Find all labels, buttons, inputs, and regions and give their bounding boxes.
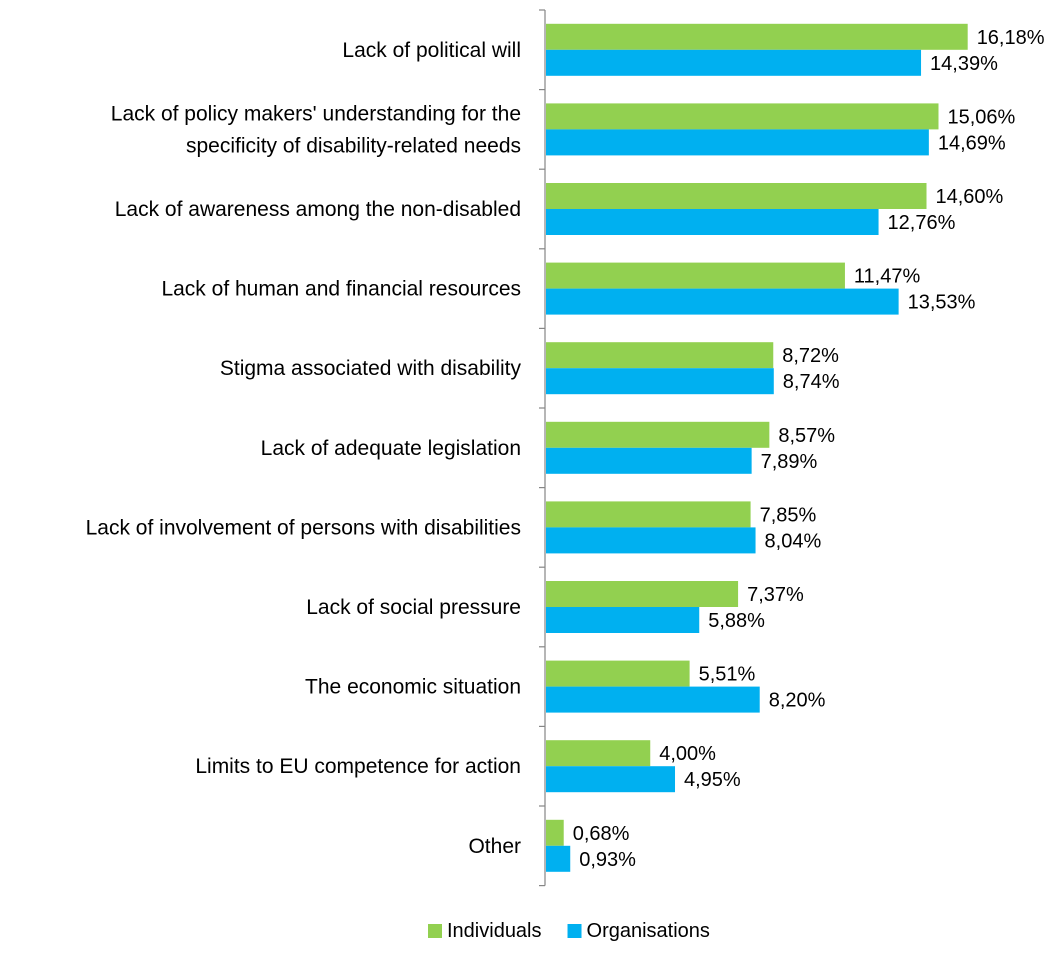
data-label: 12,76% (888, 212, 956, 234)
category-label: Lack of awareness among the non-disabled (115, 198, 521, 221)
category-labels: Lack of political will Lack of policy mak… (86, 39, 522, 858)
data-label: 5,51% (699, 664, 756, 686)
category-label: Lack of adequate legislation (261, 437, 521, 460)
data-label: 11,47% (854, 266, 921, 288)
data-label: 7,85% (760, 504, 817, 526)
bar-individuals (546, 581, 739, 607)
data-label: 8,20% (769, 690, 826, 712)
bar-individuals (546, 262, 845, 289)
bar-individuals (546, 103, 939, 130)
category-label: Lack of involvement of persons with disa… (86, 516, 521, 539)
data-label: 14,39% (930, 53, 998, 75)
data-label: 8,57% (778, 425, 835, 447)
legend: Individuals Organisations (428, 920, 710, 942)
data-label: 14,69% (938, 132, 1006, 154)
bars: 16,18% 14,39% 15,06% 14,69% 14,60% 12,76% 11,4… (546, 23, 1045, 872)
data-label: 14,60% (936, 186, 1004, 208)
bar-individuals (546, 819, 564, 846)
data-label: 4,00% (659, 743, 716, 765)
data-label: 15,06% (948, 106, 1016, 128)
bar-organisations (546, 288, 899, 315)
bar-organisations (546, 447, 752, 474)
data-label: 8,74% (783, 371, 840, 393)
category-label: The economic situation (305, 676, 521, 699)
data-label: 8,72% (782, 345, 839, 367)
category-label: specificity of disability-related needs (186, 134, 521, 157)
bar-organisations (546, 527, 756, 554)
data-label: 7,89% (761, 451, 818, 473)
bar-individuals (546, 660, 690, 687)
bar-organisations (546, 49, 922, 76)
legend-label: Individuals (447, 920, 542, 942)
data-label: 16,18% (977, 27, 1045, 49)
legend-swatch-organisations (567, 924, 582, 938)
bar-individuals (546, 342, 774, 369)
bar-organisations (546, 129, 929, 156)
category-label: Lack of social pressure (306, 596, 521, 619)
data-label: 13,53% (908, 292, 976, 314)
category-axis (539, 9, 546, 887)
bar-organisations (546, 368, 774, 395)
data-label: 8,04% (765, 530, 822, 552)
bar-individuals (546, 740, 651, 767)
data-label: 0,93% (579, 849, 636, 871)
bar-individuals (546, 183, 927, 209)
category-label: Lack of human and financial resources (161, 278, 521, 301)
bar-individuals (546, 23, 968, 50)
data-label: 4,95% (684, 769, 741, 791)
data-label: 0,68% (573, 823, 630, 845)
data-label: 5,88% (708, 610, 765, 632)
bar-individuals (546, 501, 751, 528)
legend-swatch-individuals (428, 924, 442, 938)
bar-organisations (546, 845, 571, 872)
category-label: Limits to EU competence for action (195, 755, 521, 778)
bar-organisations (546, 766, 676, 793)
bar-organisations (546, 686, 760, 713)
bar-organisations (546, 607, 700, 633)
bar-organisations (546, 209, 879, 235)
category-label: Other (468, 835, 521, 858)
category-label: Lack of policy makers' understanding for… (111, 102, 521, 125)
data-label: 7,37% (747, 584, 804, 606)
category-label: Lack of political will (342, 39, 521, 62)
bar-individuals (546, 421, 770, 448)
category-label: Stigma associated with disability (220, 357, 522, 380)
legend-label: Organisations (587, 920, 710, 942)
